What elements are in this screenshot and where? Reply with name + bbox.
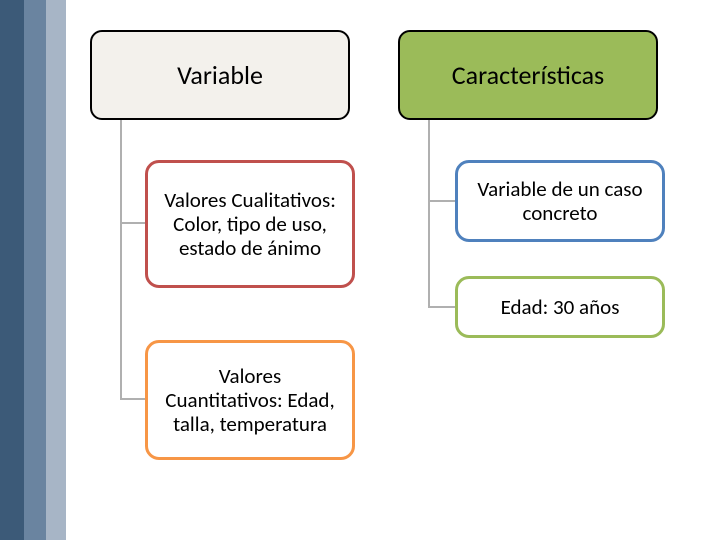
- left-header-label: Variable: [177, 59, 263, 91]
- right-header-label: Características: [452, 59, 604, 91]
- left-child-1: Valores Cualitativos: Color, tipo de uso…: [145, 160, 355, 288]
- right-child-1: Variable de un caso concreto: [455, 160, 665, 242]
- sidebar-bar-1: [0, 0, 24, 540]
- connector-line: [120, 222, 145, 224]
- right-child-2-label: Edad: 30 años: [501, 295, 620, 319]
- sidebar-bar-2: [24, 0, 46, 540]
- connector-line: [428, 306, 455, 308]
- sidebar-bar-3: [46, 0, 66, 540]
- right-header: Características: [398, 30, 658, 120]
- left-column: Variable: [90, 30, 350, 120]
- connector-line: [120, 398, 145, 400]
- left-child-1-label: Valores Cualitativos: Color, tipo de uso…: [162, 188, 338, 260]
- right-column: Características: [398, 30, 658, 120]
- connector-line: [428, 120, 430, 306]
- right-child-1-label: Variable de un caso concreto: [472, 177, 648, 225]
- left-header: Variable: [90, 30, 350, 120]
- left-child-2-label: Valores Cuantitativos: Edad, talla, temp…: [162, 364, 338, 436]
- connector-line: [428, 200, 455, 202]
- left-child-2: Valores Cuantitativos: Edad, talla, temp…: [145, 340, 355, 460]
- right-child-2: Edad: 30 años: [455, 276, 665, 338]
- connector-line: [120, 120, 122, 398]
- sidebar-bars: [0, 0, 80, 540]
